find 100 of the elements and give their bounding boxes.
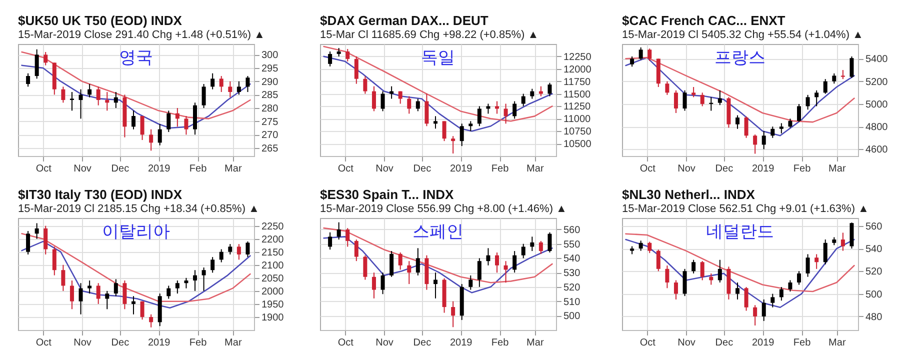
candlestick xyxy=(665,265,670,289)
chart-subtitle: 15-Mar-2019 Cl 5405.32 Chg +55.54 (+1.04%) ▲ xyxy=(622,29,864,41)
candlestick xyxy=(52,246,56,276)
y-tick-label: 540 xyxy=(866,244,883,256)
candlestick xyxy=(228,80,232,98)
candlestick xyxy=(814,254,819,270)
y-tick-label: 2200 xyxy=(262,234,284,246)
candlestick xyxy=(122,280,127,310)
x-tick-label: Nov xyxy=(74,164,92,174)
y-tick-label: 2250 xyxy=(262,221,284,232)
candlestick xyxy=(175,108,180,128)
y-tick-label: 1950 xyxy=(262,299,284,310)
candlestick xyxy=(674,280,678,300)
y-tick-label: 280 xyxy=(262,104,279,114)
chart-subtitle: 15-Mar-2019 Close 556.99 Chg +8.00 (+1.46%) ▲ xyxy=(320,203,567,215)
candlestick xyxy=(131,110,136,130)
candlestick xyxy=(548,232,552,253)
candlestick xyxy=(538,240,543,254)
candlestick xyxy=(78,282,83,315)
annotation: 이탈리아 xyxy=(102,222,170,242)
x-tick-label: Mar xyxy=(828,164,846,174)
y-tick-label: 5400 xyxy=(866,54,888,66)
chart-title: $DAX German DAX... DEUT xyxy=(320,13,488,28)
candlestick xyxy=(495,100,499,114)
y-tick-label: 5000 xyxy=(866,99,888,110)
candlestick xyxy=(26,230,30,255)
candlestick xyxy=(193,270,197,292)
candlestick xyxy=(823,238,828,265)
x-tick-label: Mar xyxy=(224,338,242,348)
x-tick-label: Mar xyxy=(224,164,242,174)
candlestick xyxy=(184,116,188,136)
y-tick-label: 12000 xyxy=(564,64,592,76)
candlestick xyxy=(398,90,402,104)
chart-subtitle: 15-Mar Cl 11685.69 Chg +98.22 (+0.85%) ▲ xyxy=(320,29,539,41)
y-tick-label: 1900 xyxy=(262,312,284,324)
candlestick xyxy=(700,92,704,107)
y-tick-label: 2000 xyxy=(262,286,284,298)
x-tick-label: 2019 xyxy=(752,164,775,174)
candlestick xyxy=(61,86,66,104)
x-tick-label: 2019 xyxy=(752,338,775,348)
candlestick xyxy=(158,124,162,146)
line-series xyxy=(21,64,251,129)
candlestick xyxy=(530,236,534,252)
candlestick xyxy=(486,103,490,114)
x-tick-label: Dec xyxy=(715,164,734,174)
candlestick xyxy=(495,252,499,274)
candlestick xyxy=(538,86,543,97)
y-tick-label: 2050 xyxy=(262,273,284,284)
candlestick xyxy=(718,90,722,106)
candlestick xyxy=(70,280,74,310)
x-tick-label: Oct xyxy=(640,338,656,348)
y-tick-label: 2100 xyxy=(262,260,284,272)
candlestick xyxy=(797,103,801,123)
candlestick xyxy=(468,274,473,290)
candlestick xyxy=(363,76,368,94)
candlestick xyxy=(806,254,810,278)
candlestick xyxy=(700,260,704,281)
y-tick-label: 500 xyxy=(564,311,581,322)
candlestick xyxy=(442,120,446,142)
candlestick xyxy=(166,285,171,300)
candlestick xyxy=(521,93,526,107)
candlestick xyxy=(433,272,438,299)
candlestick xyxy=(486,248,490,266)
candlestick xyxy=(219,248,224,263)
candlestick xyxy=(753,134,758,154)
candlestick xyxy=(648,48,652,62)
candlestick xyxy=(26,72,30,88)
candlestick xyxy=(88,84,92,98)
x-tick-label: 2019 xyxy=(450,164,473,174)
candlestick xyxy=(530,88,534,100)
candlestick xyxy=(236,80,241,96)
candlestick xyxy=(372,86,376,112)
candlestick xyxy=(105,92,110,112)
y-tick-label: 11500 xyxy=(564,89,592,100)
candlestick xyxy=(202,266,206,292)
candlestick xyxy=(814,90,819,107)
candlestick xyxy=(336,222,341,240)
candlestick xyxy=(460,123,464,147)
candlestick xyxy=(96,86,100,106)
x-tick-label: 2019 xyxy=(450,338,473,348)
candlestick xyxy=(718,259,722,283)
y-tick-label: 560 xyxy=(564,224,581,236)
candlestick xyxy=(451,300,456,328)
candlestick xyxy=(512,100,517,120)
x-tick-label: Feb xyxy=(793,338,812,348)
candlestick xyxy=(390,86,394,100)
candlestick xyxy=(140,116,144,140)
candlestick xyxy=(521,243,526,259)
candlestick xyxy=(692,86,696,98)
x-tick-label: Nov xyxy=(678,164,696,174)
y-tick-label: 270 xyxy=(262,130,279,142)
y-tick-label: 295 xyxy=(262,64,279,74)
y-tick-label: 300 xyxy=(262,50,279,62)
candlestick xyxy=(762,298,766,322)
chart-subtitle: 15-Mar-2019 Cl 2185.15 Chg +18.34 (+0.85%) ▲ xyxy=(18,203,260,215)
line-series xyxy=(323,46,553,122)
x-tick-label: Dec xyxy=(111,338,130,348)
candlestick xyxy=(354,56,358,84)
x-tick-label: Dec xyxy=(413,164,432,174)
y-tick-label: 11750 xyxy=(564,76,592,88)
